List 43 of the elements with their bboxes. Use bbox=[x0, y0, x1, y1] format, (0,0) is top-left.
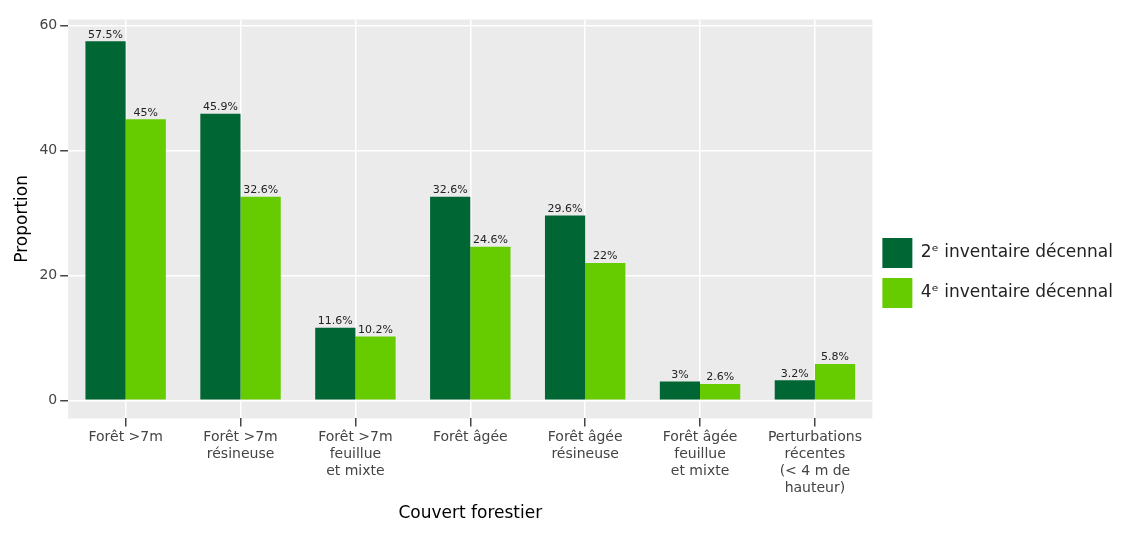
bar bbox=[200, 113, 241, 400]
y-tick-label: 0 bbox=[48, 390, 58, 407]
bar bbox=[355, 336, 396, 400]
bar bbox=[700, 384, 741, 400]
data-label: 45.9% bbox=[202, 100, 238, 114]
x-tick-label: Forêt âgée bbox=[432, 428, 508, 445]
y-axis-title: Proportion bbox=[10, 175, 31, 263]
x-tick-label: Forêt âgée résineuse bbox=[547, 428, 623, 462]
data-label: 5.8% bbox=[821, 350, 850, 364]
x-tick-label: Forêt >7m résineuse bbox=[203, 428, 278, 462]
data-label: 45% bbox=[133, 105, 158, 119]
bar bbox=[470, 246, 511, 400]
bar bbox=[659, 381, 701, 400]
data-label: 3% bbox=[671, 367, 689, 381]
x-tick-label: Perturbations récentes (< 4 m de hauteur) bbox=[767, 428, 862, 495]
bar bbox=[774, 380, 815, 400]
data-label: 57.5% bbox=[88, 27, 124, 41]
x-tick-label: Forêt >7m bbox=[88, 428, 163, 445]
data-label: 3.2% bbox=[780, 366, 809, 380]
y-tick-label: 20 bbox=[39, 266, 58, 283]
data-label: 32.6% bbox=[243, 183, 279, 197]
bar bbox=[544, 215, 586, 400]
bar bbox=[585, 262, 626, 400]
y-tick-label: 60 bbox=[39, 16, 58, 33]
bar bbox=[125, 119, 166, 400]
data-label: 2.6% bbox=[706, 370, 735, 384]
bar bbox=[430, 196, 471, 400]
bar bbox=[315, 327, 356, 400]
x-tick-label: Forêt >7m feuillue et mixte bbox=[318, 428, 393, 479]
data-label: 24.6% bbox=[472, 233, 508, 247]
data-label: 10.2% bbox=[358, 322, 393, 336]
data-label: 32.6% bbox=[432, 183, 468, 197]
x-axis-title: Couvert forestier bbox=[398, 502, 543, 523]
legend-label: 4ᵉ inventaire décennal bbox=[920, 281, 1114, 302]
bar bbox=[814, 364, 856, 400]
x-tick-label: Forêt âgée feuillue et mixte bbox=[662, 428, 738, 479]
legend-label: 2ᵉ inventaire décennal bbox=[920, 241, 1114, 262]
data-label: 11.6% bbox=[317, 314, 353, 328]
data-label: 29.6% bbox=[547, 201, 583, 215]
bar bbox=[240, 196, 281, 400]
y-tick-label: 40 bbox=[39, 141, 58, 158]
data-label: 22% bbox=[593, 249, 618, 263]
bar bbox=[85, 41, 126, 400]
